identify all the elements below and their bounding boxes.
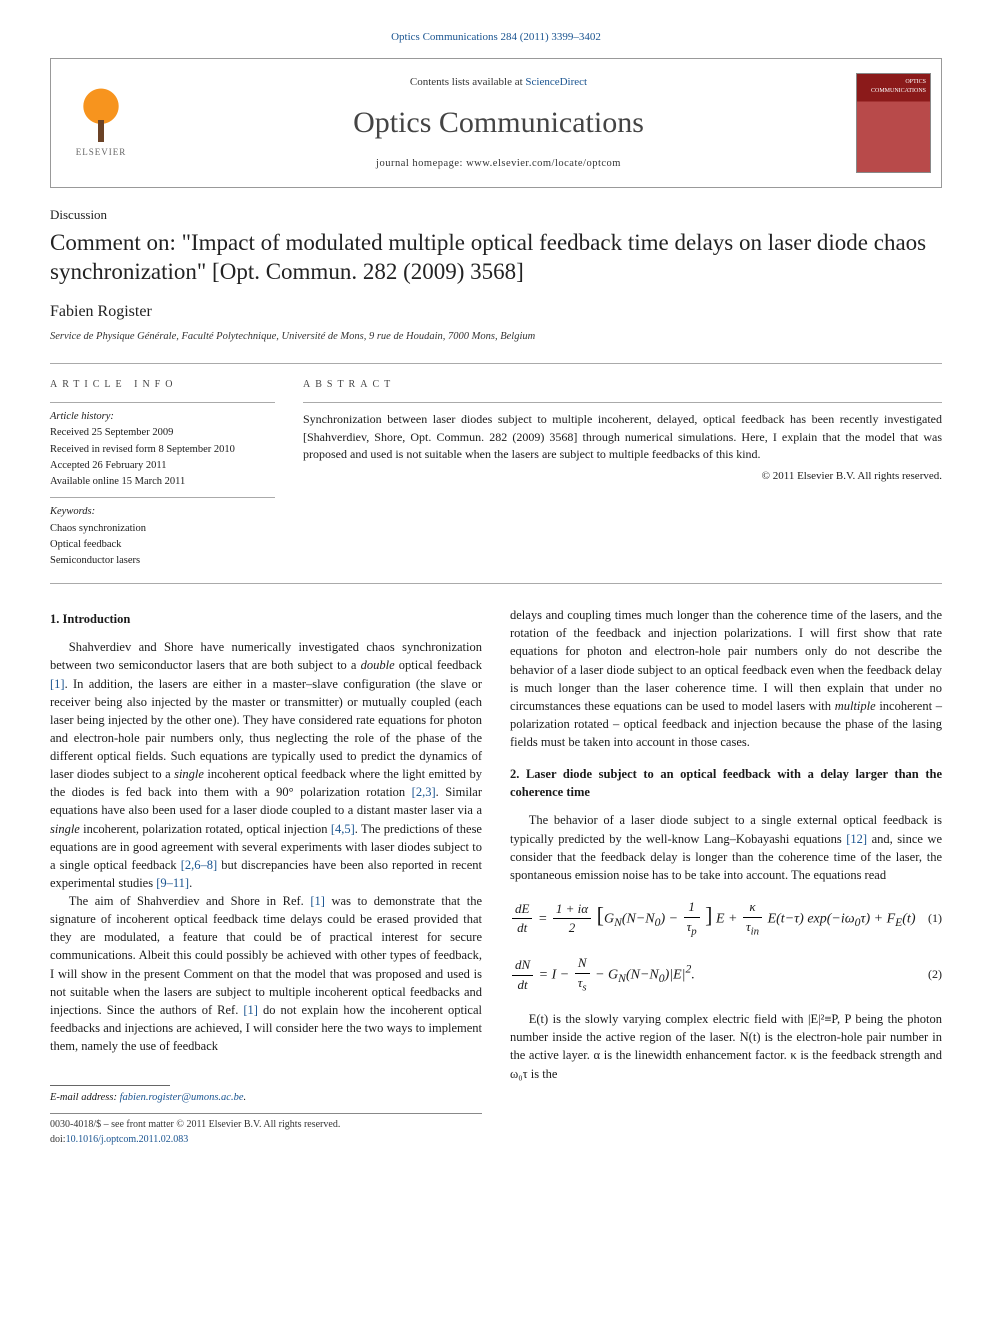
masthead-center: Contents lists available at ScienceDirec… (151, 59, 846, 187)
citation-link[interactable]: [1] (243, 1003, 258, 1017)
citation-link[interactable]: [4,5] (331, 822, 355, 836)
abstract-heading: ABSTRACT (303, 378, 942, 393)
equation-1: dEdt = 1 + iα2 [GN(N−N0) − 1τp ] E + κτi… (510, 898, 942, 940)
equation-1-content: dEdt = 1 + iα2 [GN(N−N0) − 1τp ] E + κτi… (510, 898, 915, 940)
section-2-heading: 2. Laser diode subject to an optical fee… (510, 765, 942, 801)
citation-link[interactable]: [12] (846, 832, 867, 846)
cover-title-text: OPTICS COMMUNICATIONS (861, 78, 926, 95)
section-1-heading: 1. Introduction (50, 610, 482, 628)
contents-prefix: Contents lists available at (410, 76, 525, 88)
section-2-paragraph-1: The behavior of a laser diode subject to… (510, 811, 942, 884)
doi-link[interactable]: 10.1016/j.optcom.2011.02.083 (66, 1134, 189, 1145)
corresponding-email: E-mail address: fabien.rogister@umons.ac… (50, 1090, 482, 1105)
doi-line: doi:10.1016/j.optcom.2011.02.083 (50, 1133, 482, 1148)
front-matter-line: 0030-4018/$ – see front matter © 2011 El… (50, 1118, 482, 1133)
article-info-column: ARTICLE INFO Article history: Received 2… (50, 378, 275, 569)
emphasis: double (361, 658, 395, 672)
history-label: Article history: (50, 409, 275, 424)
author-name: Fabien Rogister (50, 300, 942, 323)
elsevier-tree-icon (76, 87, 126, 142)
abstract-column: ABSTRACT Synchronization between laser d… (303, 378, 942, 569)
emphasis: single (174, 767, 204, 781)
top-citation-link[interactable]: Optics Communications 284 (2011) 3399–34… (391, 31, 601, 43)
doi-label: doi: (50, 1134, 66, 1145)
article-type: Discussion (50, 206, 942, 225)
top-citation: Optics Communications 284 (2011) 3399–34… (50, 30, 942, 46)
divider-bottom (50, 583, 942, 584)
keywords-label: Keywords: (50, 504, 275, 519)
history-revised: Received in revised form 8 September 201… (50, 442, 275, 457)
author-affiliation: Service de Physique Générale, Faculté Po… (50, 329, 942, 344)
history-online: Available online 15 March 2011 (50, 474, 275, 489)
citation-link[interactable]: [1] (310, 894, 325, 908)
equation-2: dNdt = I − Nτs − GN(N−N0)|E|2. (2) (510, 954, 942, 996)
citation-link[interactable]: [9–11] (156, 876, 189, 890)
journal-homepage: journal homepage: www.elsevier.com/locat… (376, 156, 621, 171)
article-body: 1. Introduction Shahverdiev and Shore ha… (50, 606, 942, 1147)
sciencedirect-link[interactable]: ScienceDirect (525, 76, 587, 88)
citation-link[interactable]: [1] (50, 677, 65, 691)
text: optical feedback (395, 658, 482, 672)
emphasis: single (50, 822, 80, 836)
email-link[interactable]: fabien.rogister@umons.ac.be (120, 1092, 244, 1103)
citation-link[interactable]: [2,3] (412, 785, 436, 799)
journal-masthead: ELSEVIER Contents lists available at Sci… (50, 58, 942, 188)
footnote-rule (50, 1085, 170, 1086)
front-matter-rule (50, 1113, 482, 1114)
footnote-block: E-mail address: fabien.rogister@umons.ac… (50, 1085, 482, 1147)
text: E(t) is the slowly varying complex elect… (510, 1012, 942, 1080)
abstract-copyright: © 2011 Elsevier B.V. All rights reserved… (303, 469, 942, 485)
equation-2-number: (2) (928, 966, 942, 983)
text: incoherent, polarization rotated, optica… (80, 822, 331, 836)
email-label: E-mail address: (50, 1092, 120, 1103)
publisher-cell: ELSEVIER (51, 59, 151, 187)
contents-available-line: Contents lists available at ScienceDirec… (410, 75, 587, 91)
intro-paragraph-2: The aim of Shahverdiev and Shore in Ref.… (50, 892, 482, 1055)
divider-top (50, 363, 942, 364)
emphasis: multiple (835, 699, 876, 713)
abstract-divider (303, 402, 942, 403)
journal-name: Optics Communications (353, 101, 644, 145)
info-abstract-row: ARTICLE INFO Article history: Received 2… (50, 378, 942, 569)
publisher-name: ELSEVIER (76, 146, 127, 159)
intro-paragraph-1: Shahverdiev and Shore have numerically i… (50, 638, 482, 892)
info-divider-2 (50, 497, 275, 498)
citation-link[interactable]: [2,6–8] (181, 858, 217, 872)
text: The aim of Shahverdiev and Shore in Ref. (69, 894, 311, 908)
article-info-heading: ARTICLE INFO (50, 378, 275, 393)
history-accepted: Accepted 26 February 2011 (50, 458, 275, 473)
text: . In addition, the lasers are either in … (50, 677, 482, 782)
history-received: Received 25 September 2009 (50, 425, 275, 440)
keyword: Semiconductor lasers (50, 553, 275, 568)
elsevier-logo: ELSEVIER (76, 87, 127, 159)
section-2-paragraph-2: E(t) is the slowly varying complex elect… (510, 1010, 942, 1083)
abstract-text: Synchronization between laser diodes sub… (303, 411, 942, 463)
info-divider (50, 402, 275, 403)
text: delays and coupling times much longer th… (510, 608, 942, 713)
text: was to demonstrate that the signature of… (50, 894, 482, 1017)
equation-2-content: dNdt = I − Nτs − GN(N−N0)|E|2. (510, 954, 695, 996)
text: . (189, 876, 192, 890)
keyword: Optical feedback (50, 537, 275, 552)
journal-cover-thumb: OPTICS COMMUNICATIONS (856, 73, 931, 173)
equation-1-number: (1) (928, 910, 942, 927)
cover-cell: OPTICS COMMUNICATIONS (846, 59, 941, 187)
keyword: Chaos synchronization (50, 521, 275, 536)
intro-paragraph-2-continued: delays and coupling times much longer th… (510, 606, 942, 751)
article-title: Comment on: "Impact of modulated multipl… (50, 229, 942, 287)
